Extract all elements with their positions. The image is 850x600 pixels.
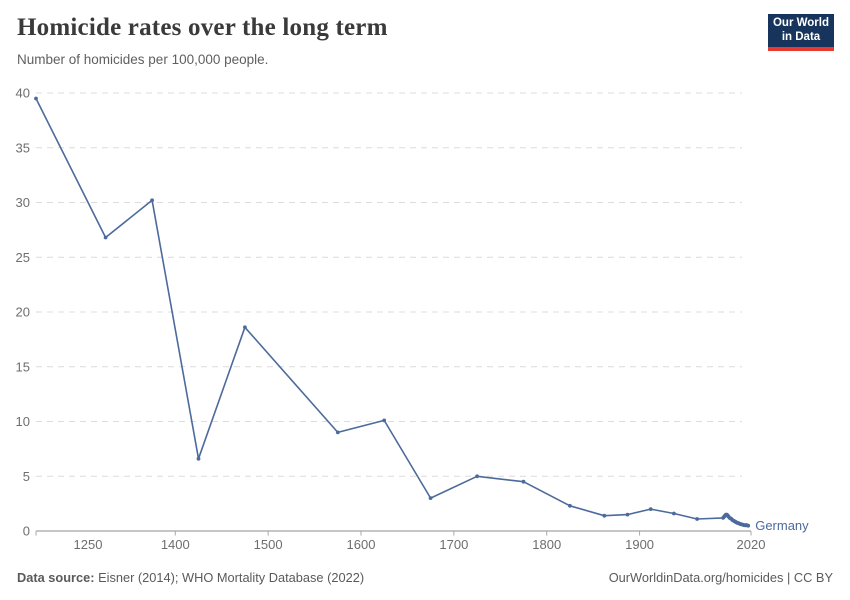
data-point-marker[interactable] [672,511,676,516]
y-tick-label: 25 [16,250,30,265]
data-point-marker[interactable] [521,479,526,484]
footer-citation-link[interactable]: OurWorldinData.org/homicides | CC BY [608,570,833,585]
data-source-note: Data source: Eisner (2014); WHO Mortalit… [17,570,364,585]
x-tick-label: 1400 [161,537,190,552]
owid-logo-line2: in Data [781,30,821,43]
owid-logo[interactable]: Our World in Data [768,14,834,51]
y-tick-label: 15 [16,359,30,374]
data-point-marker[interactable] [150,198,155,203]
data-point-marker[interactable] [335,430,340,435]
y-tick-label: 5 [23,469,30,484]
data-point-marker[interactable] [648,507,653,511]
y-tick-label: 10 [16,414,30,429]
x-tick-label: 1600 [347,537,376,552]
data-point-marker[interactable] [625,512,630,517]
data-point-marker[interactable] [103,235,108,240]
series-label-germany[interactable]: Germany [755,518,809,533]
y-tick-label: 35 [16,140,30,155]
data-point-marker[interactable] [243,325,247,330]
chart-subtitle: Number of homicides per 100,000 people. [17,52,269,67]
page-title: Homicide rates over the long term [17,14,388,41]
x-tick-label: 1800 [532,537,561,552]
data-point-marker[interactable] [746,523,751,528]
data-point-marker[interactable] [695,517,699,521]
data-point-marker[interactable] [475,474,479,479]
y-tick-label: 30 [16,195,30,210]
x-tick-label: 1700 [439,537,468,552]
data-point-marker[interactable] [602,513,607,518]
y-tick-label: 40 [16,86,30,101]
data-source-text: Eisner (2014); WHO Mortality Database (2… [94,570,365,585]
data-point-marker[interactable] [382,418,387,423]
x-tick-label: 2020 [737,537,766,552]
y-tick-label: 0 [23,524,30,539]
chart-footer: Data source: Eisner (2014); WHO Mortalit… [17,570,833,590]
x-tick-label: 1250 [74,537,103,552]
x-tick-label: 1900 [625,537,654,552]
owid-logo-line1: Our World [772,16,829,29]
data-point-marker[interactable] [34,96,38,101]
y-tick-label: 20 [16,305,30,320]
data-source-label: Data source: [17,570,95,585]
data-point-marker[interactable] [428,496,433,500]
data-point-marker[interactable] [568,503,572,508]
data-point-marker[interactable] [196,456,201,461]
x-tick-label: 1500 [254,537,283,552]
